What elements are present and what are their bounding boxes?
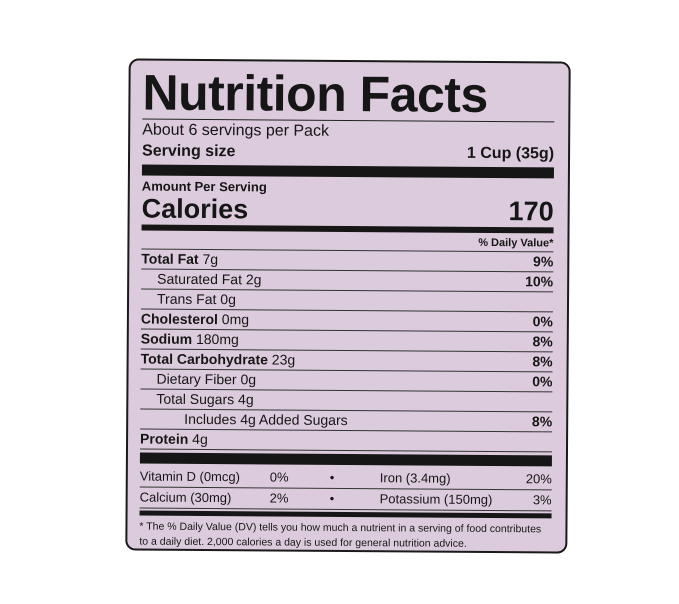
vitamin-row: Vitamin D (0mcg) 0% • Iron (3.4mg) 20% bbox=[139, 466, 552, 491]
nutrient-list: Total Fat 7g 9% Saturated Fat 2g 10% Trans F… bbox=[139, 249, 554, 453]
nutrient-row: Total Carbohydrate 23g 8% bbox=[140, 349, 553, 373]
vitamin-left: Vitamin D (0mcg) bbox=[139, 468, 241, 485]
vitamin-right: Potassium (150mg) bbox=[379, 491, 493, 508]
nutrient-amount: 23g bbox=[271, 351, 296, 368]
nutrient-amount: 0g bbox=[240, 371, 257, 388]
calories-label: Calories bbox=[141, 193, 249, 225]
nutrition-facts-label: Nutrition Facts About 6 servings per Pac… bbox=[125, 58, 571, 554]
nutrient-row: Trans Fat 0g bbox=[140, 289, 554, 313]
nutrient-row: Sodium 180mg 8% bbox=[140, 329, 553, 353]
vitamin-left-dv: 0% bbox=[269, 469, 289, 485]
nutrient-name: Total Carbohydrate bbox=[140, 350, 268, 368]
divider-thick bbox=[141, 164, 554, 179]
vitamin-list: Vitamin D (0mcg) 0% • Iron (3.4mg) 20% Calciu… bbox=[139, 466, 552, 512]
serving-size-row: Serving size 1 Cup (35g) bbox=[142, 141, 554, 165]
nutrient-dv: 9% bbox=[533, 253, 554, 270]
nutrient-dv: 8% bbox=[531, 413, 553, 430]
nutrient-name: Dietary Fiber bbox=[156, 370, 237, 388]
nutrient-name: Includes 4g bbox=[184, 410, 256, 428]
vitamin-right-dv: 20% bbox=[525, 471, 552, 487]
nutrient-amount: 7g bbox=[202, 250, 219, 268]
nutrient-amount: 4g bbox=[192, 430, 208, 448]
vitamin-row: Calcium (30mg) 2% • Potassium (150mg) 3% bbox=[139, 487, 552, 512]
vitamin-right: Iron (3.4mg) bbox=[379, 470, 451, 486]
nutrient-dv: 8% bbox=[532, 353, 553, 370]
nutrient-amount: Added Sugars bbox=[258, 411, 348, 429]
nutrient-dv: 0% bbox=[532, 373, 553, 390]
nutrient-name: Trans Fat bbox=[156, 290, 217, 308]
nutrient-name: Total Fat bbox=[141, 250, 199, 267]
calories-row: Calories 170 bbox=[141, 193, 554, 227]
nutrient-dv: 10% bbox=[525, 273, 554, 290]
nutrient-dv: 8% bbox=[532, 333, 553, 350]
serving-size-value: 1 Cup (35g) bbox=[466, 144, 555, 163]
nutrient-name: Sodium bbox=[140, 330, 193, 347]
nutrient-amount: 2g bbox=[245, 271, 262, 288]
nutrient-row: Cholesterol 0mg 0% bbox=[140, 309, 553, 333]
nutrient-amount: 4g bbox=[238, 391, 254, 408]
serving-size-label: Serving size bbox=[142, 142, 236, 161]
vitamin-left: Calcium (30mg) bbox=[139, 489, 232, 506]
bullet: • bbox=[329, 490, 335, 506]
servings-text: About 6 servings per Pack bbox=[142, 121, 330, 140]
vitamin-left-dv: 2% bbox=[269, 490, 289, 506]
nutrient-name: Protein bbox=[140, 430, 189, 447]
footnote: * The % Daily Value (DV) tells you how m… bbox=[139, 520, 542, 550]
nutrient-name: Total Sugars bbox=[156, 390, 235, 408]
vitamin-right-dv: 3% bbox=[532, 492, 552, 508]
nutrient-name: Saturated Fat bbox=[157, 270, 243, 288]
nutrient-dv: 0% bbox=[532, 313, 553, 330]
label-title: Nutrition Facts bbox=[142, 64, 488, 123]
bullet: • bbox=[329, 469, 335, 485]
nutrient-row: Protein 4g bbox=[139, 429, 553, 453]
divider-thick bbox=[139, 452, 552, 467]
nutrient-amount: 0mg bbox=[221, 311, 250, 328]
nutrient-amount: 180mg bbox=[195, 330, 239, 348]
nutrient-name: Cholesterol bbox=[140, 310, 218, 328]
calories-value: 170 bbox=[508, 196, 554, 227]
nutrient-amount: 0g bbox=[220, 291, 236, 308]
servings-per-container: About 6 servings per Pack bbox=[142, 120, 554, 144]
